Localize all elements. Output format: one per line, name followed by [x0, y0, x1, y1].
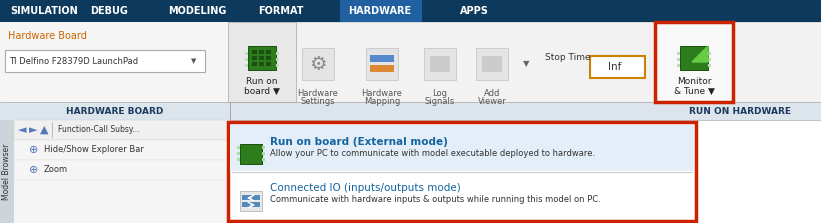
- Bar: [14, 160, 230, 180]
- Bar: [677, 58, 680, 61]
- Text: ⊕: ⊕: [30, 165, 39, 175]
- Text: Hide/Show Explorer Bar: Hide/Show Explorer Bar: [44, 145, 144, 155]
- Bar: [240, 144, 262, 164]
- Bar: [248, 46, 276, 70]
- Bar: [708, 52, 711, 55]
- Bar: [430, 56, 450, 72]
- Text: Stop Time: Stop Time: [545, 54, 590, 62]
- Text: Mapping: Mapping: [364, 97, 400, 105]
- Bar: [677, 64, 680, 67]
- Text: Signals: Signals: [425, 97, 455, 105]
- Text: TI Delfino F28379D LaunchPad: TI Delfino F28379D LaunchPad: [9, 56, 138, 66]
- Bar: [14, 140, 230, 160]
- Text: ►: ►: [29, 125, 38, 135]
- Text: Hardware: Hardware: [361, 89, 402, 99]
- Bar: [366, 48, 398, 80]
- Bar: [52, 122, 53, 138]
- Text: ▼: ▼: [523, 60, 530, 68]
- Bar: [252, 56, 257, 60]
- Bar: [252, 62, 257, 66]
- Bar: [266, 62, 271, 66]
- Text: ⊕: ⊕: [30, 145, 39, 155]
- Bar: [240, 191, 262, 211]
- Bar: [370, 55, 394, 62]
- Bar: [266, 50, 271, 54]
- Bar: [302, 48, 334, 80]
- Text: board ▼: board ▼: [244, 87, 280, 95]
- Text: MODELING: MODELING: [168, 6, 227, 16]
- Bar: [424, 48, 456, 80]
- Text: Allow your PC to communicate with model executable deployed to hardware.: Allow your PC to communicate with model …: [270, 149, 595, 159]
- Text: Function-Call Subsy...: Function-Call Subsy...: [58, 126, 140, 134]
- Text: Inf: Inf: [608, 62, 621, 72]
- Bar: [708, 64, 711, 67]
- Bar: [0, 0, 821, 22]
- Bar: [0, 102, 821, 120]
- Bar: [237, 146, 240, 149]
- Bar: [482, 56, 502, 72]
- Bar: [259, 62, 264, 66]
- Bar: [259, 56, 264, 60]
- Text: ▼: ▼: [190, 58, 196, 64]
- Polygon shape: [692, 46, 708, 62]
- Bar: [590, 56, 645, 78]
- Bar: [276, 52, 279, 55]
- Text: Connected IO (inputs/outputs mode): Connected IO (inputs/outputs mode): [270, 183, 461, 193]
- Bar: [680, 46, 708, 70]
- Bar: [242, 202, 260, 207]
- Text: APPS: APPS: [460, 6, 488, 16]
- Text: Hardware: Hardware: [297, 89, 338, 99]
- Bar: [0, 22, 230, 223]
- Bar: [245, 64, 248, 67]
- Bar: [262, 152, 265, 155]
- Text: Run on: Run on: [246, 78, 277, 87]
- Bar: [262, 158, 265, 161]
- Text: Communicate with hardware inputs & outputs while running this model on PC.: Communicate with hardware inputs & outpu…: [270, 196, 601, 204]
- Text: ▲: ▲: [40, 125, 48, 135]
- Bar: [252, 50, 257, 54]
- Bar: [14, 120, 230, 140]
- Bar: [276, 64, 279, 67]
- Text: Settings: Settings: [300, 97, 335, 105]
- Bar: [245, 58, 248, 61]
- Bar: [237, 158, 240, 161]
- Text: Viewer: Viewer: [478, 97, 507, 105]
- Bar: [266, 56, 271, 60]
- Bar: [230, 102, 231, 120]
- Text: & Tune ▼: & Tune ▼: [673, 87, 714, 95]
- Bar: [677, 52, 680, 55]
- Bar: [237, 152, 240, 155]
- Text: Add: Add: [484, 89, 500, 99]
- Bar: [245, 52, 248, 55]
- Text: SIMULATION: SIMULATION: [10, 6, 78, 16]
- Text: HARDWARE: HARDWARE: [348, 6, 411, 16]
- Text: Zoom: Zoom: [44, 165, 68, 175]
- Bar: [708, 58, 711, 61]
- Bar: [228, 22, 296, 102]
- Bar: [476, 48, 508, 80]
- Bar: [0, 120, 14, 223]
- Bar: [230, 125, 694, 171]
- Text: ◄: ◄: [18, 125, 26, 135]
- Text: Run on board (External mode): Run on board (External mode): [270, 137, 448, 147]
- Text: HARDWARE BOARD: HARDWARE BOARD: [67, 107, 163, 116]
- Bar: [370, 65, 394, 72]
- Text: DEBUG: DEBUG: [90, 6, 128, 16]
- Text: Monitor: Monitor: [677, 78, 711, 87]
- Bar: [655, 22, 733, 102]
- Text: Model Browser: Model Browser: [2, 143, 11, 200]
- Bar: [0, 22, 821, 102]
- Bar: [228, 122, 696, 221]
- Text: Log: Log: [433, 89, 447, 99]
- Text: ⚙: ⚙: [310, 54, 327, 74]
- Bar: [5, 50, 205, 72]
- Text: FORMAT: FORMAT: [258, 6, 304, 16]
- Bar: [276, 58, 279, 61]
- Text: RUN ON HARDWARE: RUN ON HARDWARE: [689, 107, 791, 116]
- Text: Hardware Board: Hardware Board: [8, 31, 87, 41]
- Bar: [259, 50, 264, 54]
- Bar: [242, 195, 260, 200]
- Bar: [340, 0, 422, 22]
- Bar: [262, 146, 265, 149]
